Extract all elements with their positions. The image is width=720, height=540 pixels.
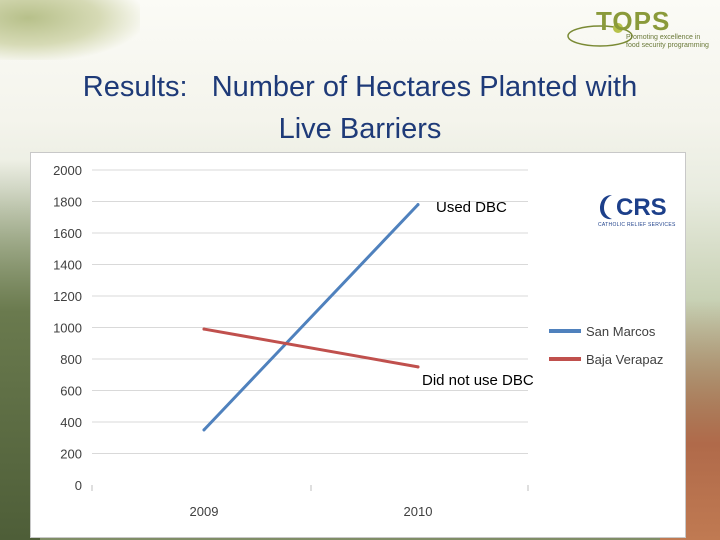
y-tick-label: 1200 — [53, 289, 82, 304]
slide-title-line2: Live Barriers — [278, 113, 442, 145]
tops-tagline-line2: food security programming — [626, 42, 709, 49]
background-foliage — [0, 0, 140, 60]
crs-logo-text: CRS — [616, 194, 667, 221]
y-tick-label: 800 — [60, 352, 82, 367]
crs-o-icon — [600, 195, 612, 220]
series-line-baja-verapaz — [202, 327, 420, 369]
tops-tagline: Promoting excellence in food security pr… — [626, 34, 716, 50]
annotation-label: Did not use DBC — [422, 372, 534, 389]
data-point-baja-verapaz — [416, 365, 420, 369]
y-tick-label: 0 — [75, 478, 82, 493]
legend-label: San Marcos — [586, 324, 656, 339]
y-tick-label: 1400 — [53, 258, 82, 273]
annotation-label: Used DBC — [436, 199, 507, 216]
legend-label: Baja Verapaz — [586, 352, 663, 367]
y-tick-label: 600 — [60, 384, 82, 399]
x-tick-label: 2010 — [404, 504, 433, 519]
y-tick-label: 200 — [60, 447, 82, 462]
crs-logo-subtitle: CATHOLIC RELIEF SERVICES — [598, 222, 676, 228]
chart-container — [30, 152, 686, 538]
tops-logo-text: TOPS — [596, 6, 671, 36]
y-tick-label: 2000 — [53, 163, 82, 178]
data-point-san-marcos — [416, 203, 420, 207]
y-tick-label: 1800 — [53, 195, 82, 210]
tops-tagline-line1: Promoting excellence in — [626, 34, 701, 41]
series-line-san-marcos — [202, 203, 420, 432]
slide-title: Results: Number of Hectares Planted with… — [0, 66, 720, 150]
y-tick-label: 1600 — [53, 226, 82, 241]
tops-swoosh-icon — [567, 23, 633, 47]
y-tick-label: 1000 — [53, 321, 82, 336]
data-point-san-marcos — [202, 428, 206, 432]
x-tick-label: 2009 — [190, 504, 219, 519]
data-point-baja-verapaz — [202, 327, 206, 331]
slide-title-line1: Results: Number of Hectares Planted with — [82, 71, 638, 103]
y-tick-label: 400 — [60, 415, 82, 430]
tops-logo: TOPS Promoting excellence in food securi… — [566, 6, 716, 52]
crs-logo: CRS CATHOLIC RELIEF SERVICES — [596, 190, 675, 232]
